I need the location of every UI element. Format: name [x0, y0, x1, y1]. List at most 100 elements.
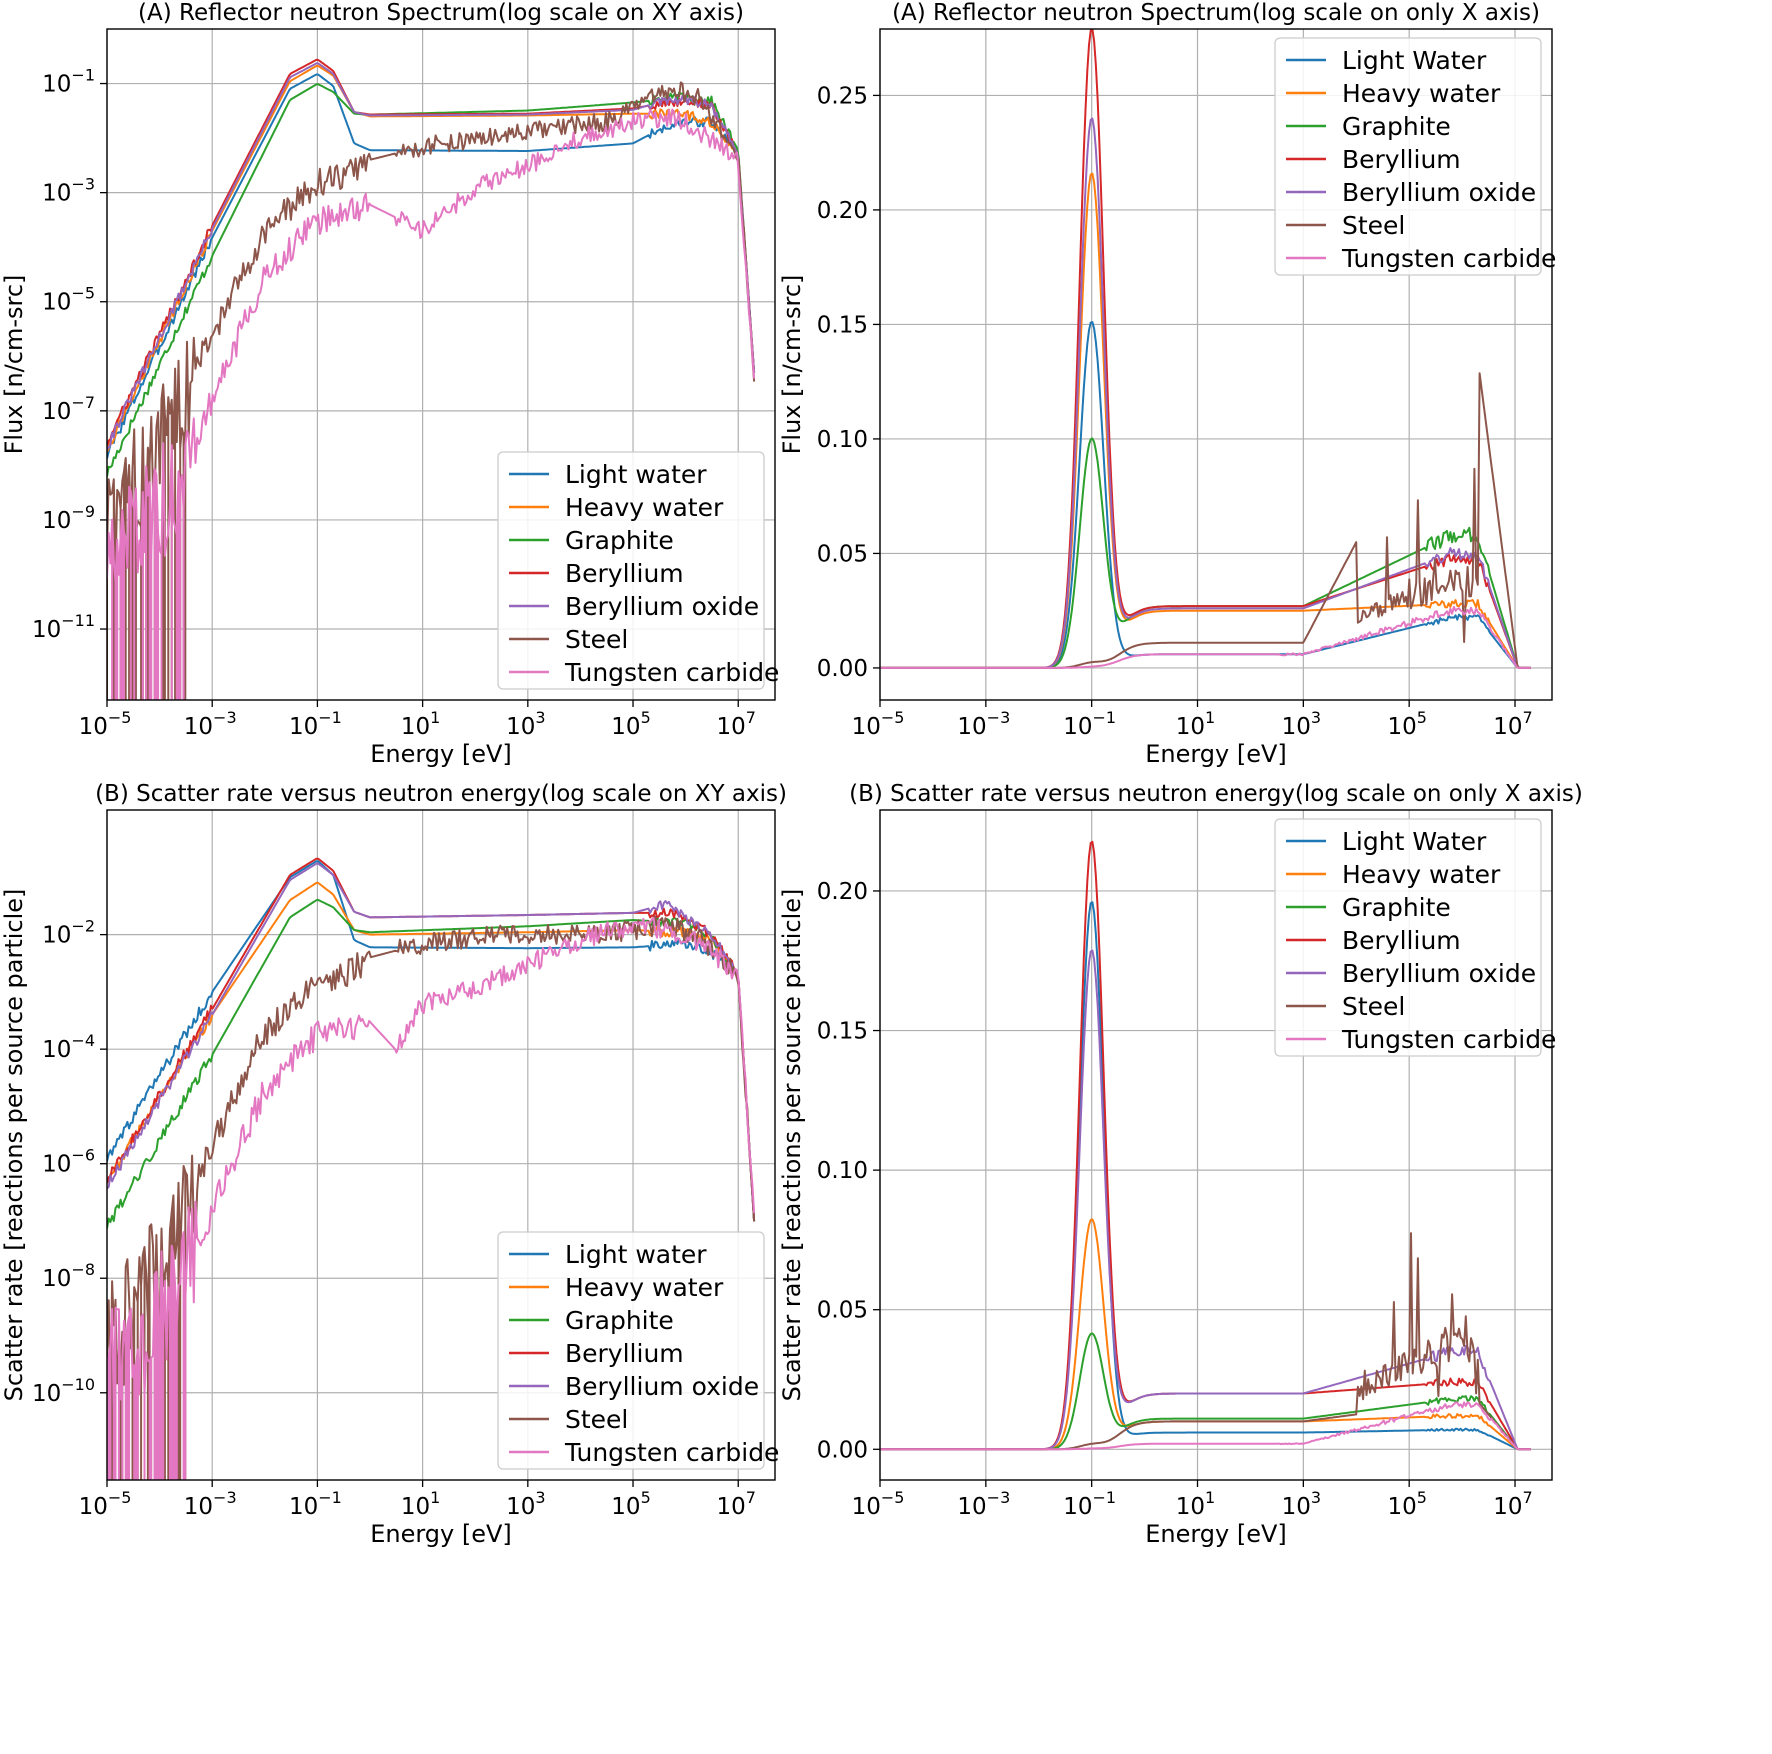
x-tick-exponent: 5	[641, 708, 651, 727]
series-group	[107, 58, 756, 700]
x-tick-label: 10−5	[852, 708, 905, 740]
legend: Light water Heavy water Graphite Beryllium B…	[497, 451, 779, 690]
x-tick-label: 10−3	[184, 1488, 237, 1520]
x-axis-label: Energy [eV]	[370, 740, 512, 768]
y-tick-exponent: −3	[71, 175, 95, 194]
x-tick-exponent: −3	[213, 708, 237, 727]
legend-label: Light Water	[1342, 827, 1487, 856]
legend-label: Beryllium	[1342, 145, 1461, 174]
x-tick-base: 10	[401, 714, 430, 740]
x-tick-base: 10	[506, 1494, 535, 1520]
x-tick-exponent: −1	[318, 708, 342, 727]
series-line-beryllium-oxide	[107, 62, 756, 451]
y-tick-base: 10	[32, 1381, 61, 1407]
y-tick-exponent: −4	[71, 1031, 95, 1050]
series-line-tungsten-carbide	[880, 605, 1531, 669]
x-tick-label: 10−1	[289, 1488, 342, 1520]
legend-label: Light water	[565, 460, 707, 489]
series-line-heavy-water	[880, 1218, 1531, 1451]
y-tick-label: 0.15	[817, 1019, 868, 1045]
y-tick-label: 10−8	[42, 1260, 95, 1292]
legend-label: Heavy water	[565, 493, 724, 522]
y-tick-exponent: −10	[61, 1375, 95, 1394]
x-tick-label: 105	[1387, 708, 1426, 740]
axes-frame	[879, 809, 1553, 1481]
legend-label: Beryllium	[565, 1339, 684, 1368]
y-tick-base: 10	[42, 181, 71, 207]
x-tick-base: 10	[957, 1494, 986, 1520]
y-tick-exponent: −11	[61, 611, 95, 630]
legend-box	[497, 451, 765, 690]
x-tick-base: 10	[1063, 714, 1092, 740]
series-line-graphite	[107, 83, 756, 477]
x-tick-label: 103	[506, 708, 545, 740]
series-line-light-water	[107, 73, 756, 459]
x-tick-exponent: −5	[108, 708, 132, 727]
x-tick-exponent: −5	[881, 1488, 905, 1507]
x-tick-exponent: −5	[108, 1488, 132, 1507]
y-tick-base: 10	[42, 72, 71, 98]
chart-panel-scatter-loglog: 10−5 10−3 10−1 101 103 105 10710−1010−810−610−…	[0, 781, 787, 1548]
legend-label: Beryllium	[565, 559, 684, 588]
x-tick-exponent: 3	[1311, 1488, 1321, 1507]
legend-label: Light water	[565, 1240, 707, 1269]
x-tick-label: 10−5	[852, 1488, 905, 1520]
y-tick-base: 10	[42, 399, 71, 425]
x-tick-base: 10	[611, 1494, 640, 1520]
x-tick-base: 10	[957, 714, 986, 740]
x-tick-exponent: 1	[1205, 1488, 1215, 1507]
x-tick-base: 10	[716, 1494, 745, 1520]
legend-label: Beryllium	[1342, 926, 1461, 955]
x-tick-base: 10	[852, 714, 881, 740]
x-tick-base: 10	[1176, 1494, 1205, 1520]
y-tick-base: 10	[42, 290, 71, 316]
y-tick-label: 10−5	[42, 284, 95, 316]
x-tick-base: 10	[611, 714, 640, 740]
x-tick-base: 10	[506, 714, 535, 740]
x-tick-base: 10	[716, 714, 745, 740]
y-tick-base: 10	[42, 923, 71, 949]
x-tick-base: 10	[401, 1494, 430, 1520]
x-tick-exponent: 7	[746, 1488, 756, 1507]
legend-label: Graphite	[565, 1306, 674, 1335]
legend-box	[1274, 818, 1542, 1057]
legend-label: Tungsten carbide	[564, 1438, 779, 1467]
chart-panel-flux-logx: 10−5 10−3 10−1 101 103 105 1070.000.050.100.15…	[778, 0, 1556, 768]
x-tick-base: 10	[79, 714, 108, 740]
x-tick-exponent: −3	[213, 1488, 237, 1507]
x-tick-base: 10	[1176, 714, 1205, 740]
x-tick-label: 10−5	[79, 708, 132, 740]
legend-label: Beryllium oxide	[565, 592, 759, 621]
series-line-graphite	[107, 898, 756, 1229]
x-tick-label: 107	[1493, 1488, 1532, 1520]
legend-box	[1274, 37, 1542, 276]
y-tick-label: 0.05	[817, 541, 868, 567]
legend-label: Tungsten carbide	[564, 658, 779, 687]
legend-label: Steel	[565, 625, 628, 654]
chart-panel-flux-loglog: 10−5 10−3 10−1 101 103 105 10710−1110−910−710−…	[0, 0, 779, 768]
axes-frame	[106, 28, 776, 701]
x-tick-label: 10−3	[184, 708, 237, 740]
x-tick-exponent: 3	[1311, 708, 1321, 727]
x-tick-label: 105	[611, 708, 650, 740]
y-tick-exponent: −2	[71, 917, 95, 936]
x-tick-exponent: 7	[746, 708, 756, 727]
y-tick-label: 10−3	[42, 175, 95, 207]
x-tick-base: 10	[1387, 1494, 1416, 1520]
x-tick-label: 107	[716, 1488, 755, 1520]
legend-label: Light Water	[1342, 46, 1487, 75]
x-tick-base: 10	[1282, 714, 1311, 740]
y-tick-exponent: −8	[71, 1260, 95, 1279]
y-tick-exponent: −6	[71, 1146, 95, 1165]
y-tick-label: 10−11	[32, 611, 95, 643]
legend: Light Water Heavy water Graphite Beryllium B…	[1274, 818, 1556, 1057]
x-tick-label: 10−1	[1063, 1488, 1116, 1520]
legend-label: Graphite	[1342, 893, 1451, 922]
legend-label: Tungsten carbide	[1341, 1025, 1556, 1054]
x-tick-label: 10−3	[957, 708, 1010, 740]
x-axis-label: Energy [eV]	[1145, 1520, 1287, 1548]
x-tick-label: 10−1	[289, 708, 342, 740]
x-tick-label: 101	[1176, 1488, 1215, 1520]
x-tick-label: 103	[1282, 708, 1321, 740]
x-axis-label: Energy [eV]	[370, 1520, 512, 1548]
